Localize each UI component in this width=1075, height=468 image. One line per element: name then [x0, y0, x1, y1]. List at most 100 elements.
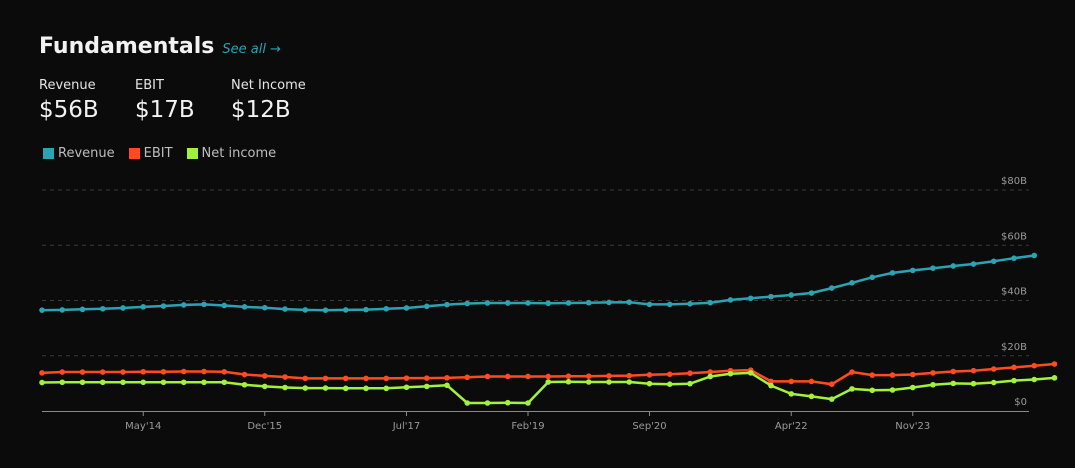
data-point-net-income	[403, 384, 410, 391]
data-point-ebit	[909, 371, 916, 378]
data-point-ebit	[849, 369, 855, 375]
data-point-revenue	[342, 307, 349, 313]
data-point-net-income	[707, 373, 714, 380]
metrics-summary: Revenue $56B EBIT $17B Net Income $12B	[39, 78, 327, 123]
data-point-ebit	[565, 373, 572, 379]
data-point-ebit	[464, 374, 471, 381]
data-point-net-income	[140, 379, 147, 386]
data-point-revenue	[768, 293, 774, 300]
data-point-ebit	[606, 373, 612, 379]
data-point-revenue	[201, 301, 207, 308]
data-point-revenue	[849, 280, 855, 286]
data-point-revenue	[687, 301, 693, 307]
data-point-ebit	[585, 373, 592, 379]
data-point-ebit	[930, 370, 936, 376]
data-point-revenue	[140, 304, 147, 310]
data-point-revenue	[363, 306, 369, 313]
data-point-revenue	[950, 263, 957, 269]
data-point-net-income	[1051, 375, 1058, 381]
data-point-ebit	[322, 375, 329, 382]
data-point-net-income	[869, 387, 876, 394]
data-point-net-income	[909, 384, 916, 391]
x-tick-label: Nov'23	[895, 421, 930, 432]
data-point-net-income	[383, 385, 390, 392]
data-point-revenue	[59, 307, 66, 313]
data-point-net-income	[504, 399, 511, 406]
data-point-net-income	[990, 379, 997, 386]
metric-revenue: Revenue $56B	[39, 78, 135, 123]
data-point-revenue	[241, 304, 248, 310]
data-point-revenue	[423, 303, 430, 310]
data-point-net-income	[59, 379, 66, 386]
data-point-revenue	[525, 300, 531, 306]
data-point-net-income	[889, 387, 896, 393]
y-tick-label: $60B	[1001, 231, 1027, 242]
data-point-ebit	[869, 372, 876, 378]
data-point-net-income	[221, 379, 228, 386]
legend-item-ebit[interactable]: EBIT	[128, 146, 173, 161]
data-point-revenue	[930, 265, 936, 271]
see-all-link[interactable]: See all →	[222, 42, 281, 57]
data-point-ebit	[302, 375, 309, 382]
y-tick-label: $40B	[1001, 287, 1027, 298]
data-point-revenue	[464, 300, 471, 307]
data-point-revenue	[99, 305, 106, 312]
data-point-net-income	[545, 379, 552, 385]
data-point-ebit	[383, 375, 390, 382]
data-point-revenue	[788, 292, 795, 298]
legend-label: Net income	[201, 146, 277, 161]
data-point-ebit	[59, 369, 66, 375]
data-point-revenue	[808, 290, 815, 296]
metric-value: $56B	[39, 97, 99, 123]
legend-item-net-income[interactable]: Net income	[186, 146, 277, 161]
data-point-ebit	[79, 369, 86, 375]
data-point-revenue	[565, 300, 572, 306]
data-point-revenue	[909, 267, 916, 274]
data-point-net-income	[282, 384, 288, 391]
data-point-net-income	[363, 385, 369, 392]
data-point-ebit	[99, 369, 106, 375]
data-point-revenue	[889, 270, 896, 276]
chart-legend: Revenue EBIT Net income	[43, 146, 290, 161]
data-point-ebit	[1011, 364, 1017, 371]
data-point-net-income	[747, 370, 754, 376]
y-tick-label: $80B	[1001, 176, 1027, 187]
data-point-net-income	[342, 385, 349, 392]
data-point-ebit	[788, 378, 795, 385]
data-point-ebit	[282, 374, 288, 380]
data-point-revenue	[626, 299, 633, 305]
data-point-revenue	[484, 300, 491, 306]
data-point-revenue	[990, 258, 997, 265]
metric-value: $12B	[231, 97, 291, 123]
data-point-net-income	[241, 381, 248, 388]
data-point-net-income	[525, 400, 531, 406]
data-point-net-income	[606, 379, 612, 385]
data-point-ebit	[504, 373, 511, 380]
legend-item-revenue[interactable]: Revenue	[43, 146, 115, 161]
data-point-ebit	[768, 378, 774, 385]
data-point-ebit	[423, 375, 430, 381]
data-point-ebit	[363, 375, 369, 382]
data-point-ebit	[950, 368, 957, 375]
data-point-net-income	[930, 381, 936, 388]
data-point-ebit	[484, 373, 491, 380]
data-point-revenue	[585, 299, 592, 306]
data-point-ebit	[1051, 361, 1058, 367]
data-point-net-income	[423, 383, 430, 390]
series-line-revenue	[41, 254, 1035, 312]
legend-swatch	[128, 148, 140, 159]
data-point-ebit	[180, 368, 187, 375]
data-point-revenue	[970, 261, 977, 267]
data-point-ebit	[160, 368, 167, 375]
data-point-net-income	[261, 383, 268, 390]
data-point-ebit	[1031, 362, 1038, 369]
y-tick-label: $20B	[1001, 342, 1027, 353]
data-point-net-income	[828, 396, 835, 402]
data-point-revenue	[606, 299, 612, 306]
data-point-ebit	[990, 366, 997, 372]
data-point-net-income	[160, 379, 167, 386]
data-point-net-income	[788, 391, 795, 397]
metric-label: Revenue	[39, 78, 96, 93]
page-title: Fundamentals	[39, 34, 215, 59]
